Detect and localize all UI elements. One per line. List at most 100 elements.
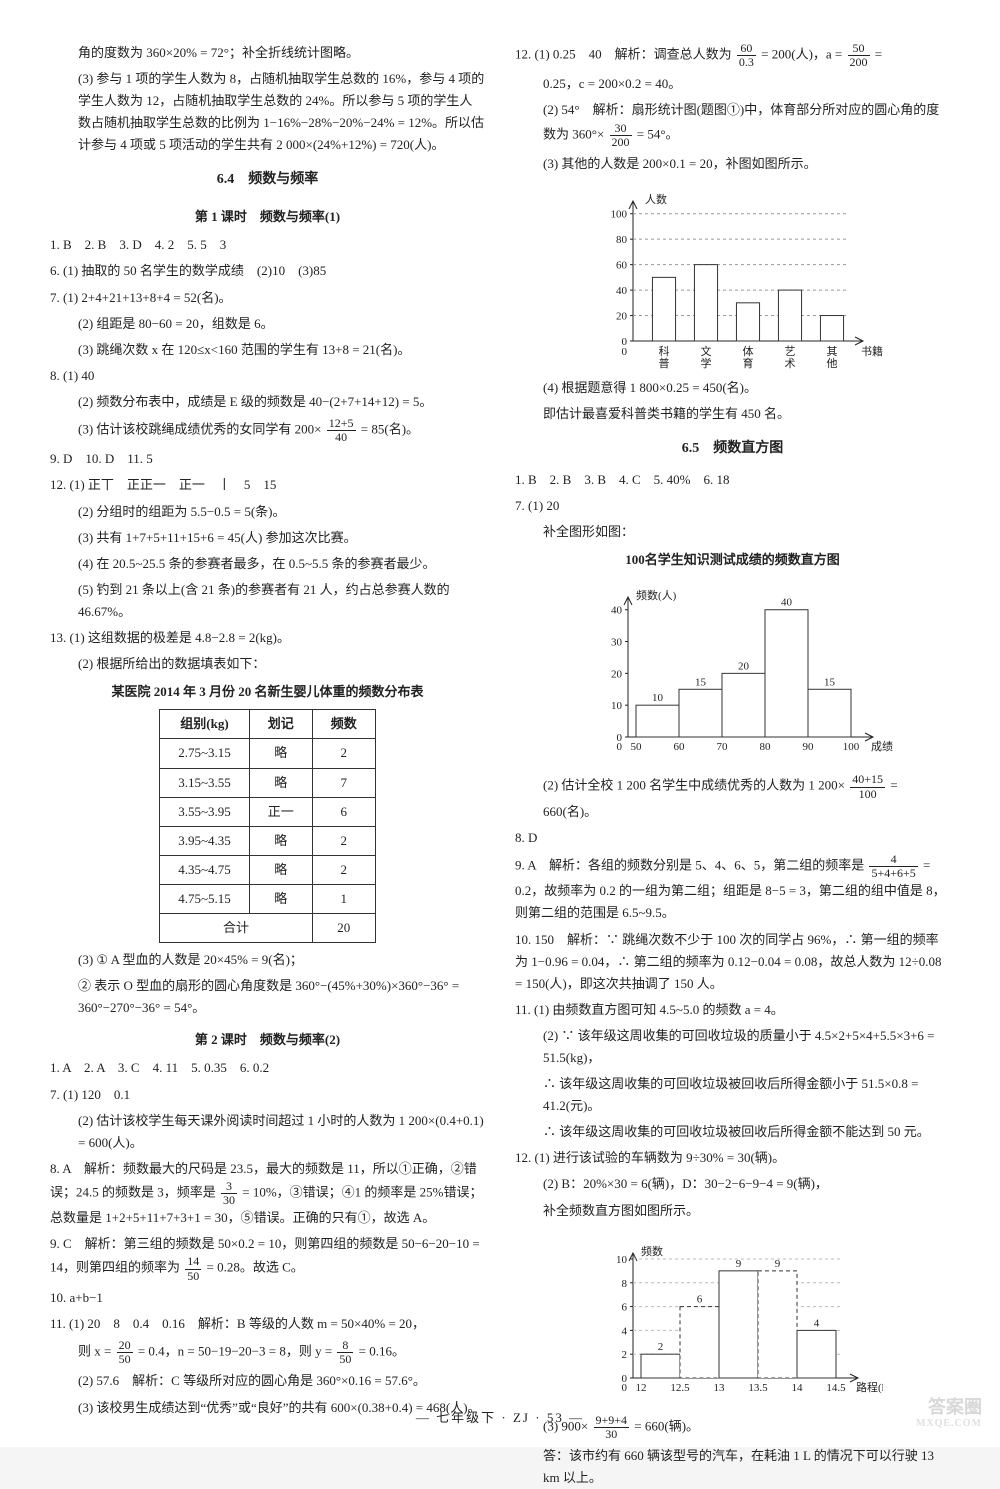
svg-text:10: 10: [616, 1254, 628, 1266]
svg-text:0: 0: [616, 741, 622, 753]
lesson-title: 第 1 课时 频数与频率(1): [50, 206, 485, 228]
fraction: 40+15 100: [850, 773, 885, 800]
fraction: 8 50: [337, 1339, 353, 1366]
text: 6. (1) 抽取的 50 名学生的数学成绩 (2)10 (3)85: [50, 260, 485, 282]
svg-text:艺: 艺: [784, 345, 795, 358]
text: 10. a+b−1: [50, 1287, 485, 1309]
svg-text:育: 育: [742, 356, 753, 370]
td-total-value: 20: [312, 913, 375, 942]
text: 补全图形如图：: [515, 521, 950, 543]
text: (5) 钓到 21 条以上(含 21 条)的参赛者有 21 人，约占总参赛人数的…: [50, 579, 485, 623]
table-title: 某医院 2014 年 3 月份 20 名新生婴儿体重的频数分布表: [50, 681, 485, 703]
svg-text:100: 100: [610, 209, 627, 221]
text: (2) 估计该校学生每天课外阅读时间超过 1 小时的人数为 1 200×(0.4…: [50, 1110, 485, 1154]
fraction: 30 200: [610, 122, 632, 149]
svg-text:4: 4: [813, 1317, 819, 1329]
svg-text:20: 20: [611, 669, 623, 681]
left-column: 角的度数为 360×20% = 72°；补全折线统计图略。 (3) 参与 1 项…: [50, 40, 485, 1387]
svg-text:40: 40: [611, 605, 623, 617]
svg-text:9: 9: [774, 1257, 780, 1269]
svg-text:9: 9: [735, 1257, 741, 1269]
text: ② 表示 O 型血的扇形的圆心角度数是 360°−(45%+30%)×360°−…: [50, 975, 485, 1019]
td: 7: [312, 768, 375, 797]
text: (2) ∵ 该年级这周收集的可回收垃圾的质量小于 4.5×2+5×4+5.5×3…: [515, 1025, 950, 1069]
text: 1. B 2. B 3. B 4. C 5. 40% 6. 18: [515, 469, 950, 491]
td: 1: [312, 884, 375, 913]
text: 答：该市约有 660 辆该型号的汽车，在耗油 1 L 的情况下可以行驶 13 k…: [515, 1445, 950, 1489]
th: 组别(kg): [160, 710, 250, 739]
text: (2) B：20%×30 = 6(辆)，D：30−2−6−9−4 = 9(辆)，: [515, 1173, 950, 1195]
svg-text:术: 术: [784, 357, 795, 370]
svg-text:成绩(分): 成绩(分): [871, 740, 893, 753]
td: 4.35~4.75: [160, 855, 250, 884]
text: 13. (1) 这组数据的极差是 4.8−2.8 = 2(kg)。: [50, 627, 485, 649]
td: 略: [249, 739, 312, 768]
svg-text:0: 0: [621, 346, 627, 358]
svg-text:频数(人): 频数(人): [636, 588, 677, 602]
text: 角的度数为 360×20% = 72°；补全折线统计图略。: [50, 42, 485, 64]
svg-text:人数: 人数: [645, 193, 667, 206]
text: 12. (1) 0.25 40 解析：调查总人数为 60 0.3 = 200(人…: [515, 42, 950, 69]
text: (3) 跳绳次数 x 在 120≤x<160 范围的学生有 13+8 = 21(…: [50, 339, 485, 361]
th: 频数: [312, 710, 375, 739]
svg-text:8: 8: [621, 1277, 627, 1289]
histogram-2: 0246810频数269941212.51313.51414.5路程(km)0: [583, 1228, 883, 1408]
text: (3) 参与 1 项的学生人数为 8，占随机抽取学生总数的 16%，参与 4 项…: [50, 68, 485, 156]
svg-text:40: 40: [781, 597, 793, 609]
svg-text:60: 60: [616, 260, 628, 272]
frequency-table: 组别(kg) 划记 频数 2.75~3.15略23.15~3.55略73.55~…: [159, 709, 376, 943]
lesson-title: 第 2 课时 频数与频率(2): [50, 1029, 485, 1051]
text: (2) 54° 解析：扇形统计图(题图①)中，体育部分所对应的圆心角的度数为 3…: [515, 99, 950, 148]
section-title: 6.5 频数直方图: [515, 437, 950, 461]
text: 7. (1) 2+4+21+13+8+4 = 52(名)。: [50, 287, 485, 309]
svg-text:10: 10: [652, 693, 664, 705]
histogram-1: 010203040频数(人)10152040155060708090100成绩(…: [573, 577, 893, 767]
td: 4.75~5.15: [160, 884, 250, 913]
svg-text:13.5: 13.5: [748, 1382, 768, 1394]
text: 0.25，c = 200×0.2 = 40。: [515, 73, 950, 95]
text: 补全频数直方图如图所示。: [515, 1200, 950, 1222]
page-footer: — 七年级下 · ZJ · 53 —: [0, 1407, 1000, 1429]
svg-text:2: 2: [657, 1341, 663, 1353]
text: 1. A 2. A 3. C 4. 11 5. 0.35 6. 0.2: [50, 1057, 485, 1079]
td: 3.55~3.95: [160, 797, 250, 826]
svg-text:文: 文: [700, 344, 711, 358]
chart-title: 100名学生知识测试成绩的频数直方图: [515, 549, 950, 571]
td: 3.15~3.55: [160, 768, 250, 797]
td: 3.95~4.35: [160, 826, 250, 855]
text: 7. (1) 20: [515, 495, 950, 517]
svg-text:80: 80: [616, 234, 628, 246]
td: 2: [312, 739, 375, 768]
text: (4) 在 20.5~25.5 条的参赛者最多，在 0.5~5.5 条的参赛者最…: [50, 553, 485, 575]
svg-text:100: 100: [842, 741, 859, 753]
fraction: 3 30: [221, 1180, 237, 1207]
text: (3) ① A 型血的人数是 20×45% = 9(名)；: [50, 949, 485, 971]
text: 9. D 10. D 11. 5: [50, 448, 485, 470]
svg-text:50: 50: [630, 741, 642, 753]
svg-text:6: 6: [696, 1293, 702, 1305]
svg-text:14: 14: [791, 1382, 803, 1394]
text: ∴ 该年级这周收集的可回收垃圾被回收后所得金额小于 51.5×0.8 = 41.…: [515, 1073, 950, 1117]
td: 正一: [249, 797, 312, 826]
td-total-label: 合计: [160, 913, 313, 942]
svg-text:路程(km): 路程(km): [856, 1381, 883, 1394]
text: (3) 共有 1+7+5+11+15+6 = 45(人) 参加这次比赛。: [50, 527, 485, 549]
text: (2) 频数分布表中，成绩是 E 级的频数是 40−(2+7+14+12) = …: [50, 391, 485, 413]
text: (3) 估计该校跳绳成绩优秀的女同学有 200× 12+5 40 = 85(名)…: [50, 417, 485, 444]
svg-text:15: 15: [695, 677, 707, 689]
text: 8. A 解析：频数最大的尺码是 23.5，最大的频数是 11，所以①正确，②错…: [50, 1158, 485, 1230]
td: 略: [249, 884, 312, 913]
svg-text:体: 体: [742, 344, 753, 358]
text: 9. A 解析：各组的频数分别是 5、4、6、5，第二组的频率是 4 5+4+6…: [515, 853, 950, 925]
text: (2) 分组时的组距为 5.5−0.5 = 5(条)。: [50, 501, 485, 523]
fraction: 60 0.3: [737, 42, 756, 69]
svg-text:14.5: 14.5: [826, 1382, 846, 1394]
text: 10. 150 解析：∵ 跳绳次数不少于 100 次的同学占 96%，∴ 第一组…: [515, 929, 950, 995]
text: (2) 组距是 80−60 = 20，组数是 6。: [50, 313, 485, 335]
text: 11. (1) 20 8 0.4 0.16 解析：B 等级的人数 m = 50×…: [50, 1313, 485, 1335]
svg-text:科: 科: [658, 344, 669, 358]
svg-text:80: 80: [759, 741, 771, 753]
td: 2: [312, 855, 375, 884]
text: 即估计最喜爱科普类书籍的学生有 450 名。: [515, 403, 950, 425]
text: 1. B 2. B 3. D 4. 2 5. 5 3: [50, 234, 485, 256]
